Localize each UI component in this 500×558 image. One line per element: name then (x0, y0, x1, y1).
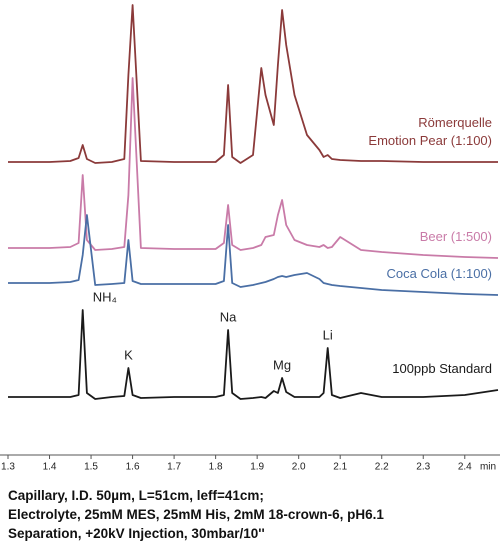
peak-label: NH₄ (93, 289, 117, 304)
x-axis-label: min (480, 462, 496, 473)
peak-label: Mg (273, 357, 291, 372)
x-tick-label: 1.8 (209, 462, 223, 473)
trace (8, 77, 499, 259)
trace (8, 4, 498, 164)
caption-line: Capillary, I.D. 50µm, L=51cm, leff=41cm; (8, 488, 264, 503)
peak-label: Na (220, 309, 237, 324)
caption-line: Electrolyte, 25mM MES, 25mM His, 2mM 18-… (8, 507, 384, 522)
x-tick-label: 2.0 (292, 462, 306, 473)
trace-label: Römerquelle Emotion Pear (1:100) (368, 115, 492, 148)
trace-label: Coca Cola (1:100) (386, 266, 493, 281)
x-tick-label: 1.4 (43, 462, 57, 473)
x-tick-label: 1.6 (126, 462, 140, 473)
x-tick-label: 1.9 (250, 462, 264, 473)
peak-label: K (124, 347, 133, 362)
x-tick-label: 1.3 (1, 462, 15, 473)
x-tick-label: 1.7 (167, 462, 181, 473)
x-tick-label: 2.3 (416, 462, 430, 473)
chart: 1.3 1.4 1.5 1.6 1.7 1.8 1.9 2.0 2.1 2.2 2.3 2.4 min N… (0, 4, 500, 473)
trace (8, 214, 499, 296)
x-tick-label: 2.1 (333, 462, 347, 473)
peak-label: Li (323, 327, 333, 342)
x-tick-label: 2.2 (375, 462, 389, 473)
trace (8, 309, 499, 400)
caption-line: Separation, +20kV Injection, 30mbar/10'' (8, 526, 265, 541)
trace-label: 100ppb Standard (392, 361, 492, 376)
trace-label: Beer (1:500) (419, 229, 492, 244)
x-tick-label: 1.5 (84, 462, 98, 473)
x-tick-label: 2.4 (458, 462, 472, 473)
